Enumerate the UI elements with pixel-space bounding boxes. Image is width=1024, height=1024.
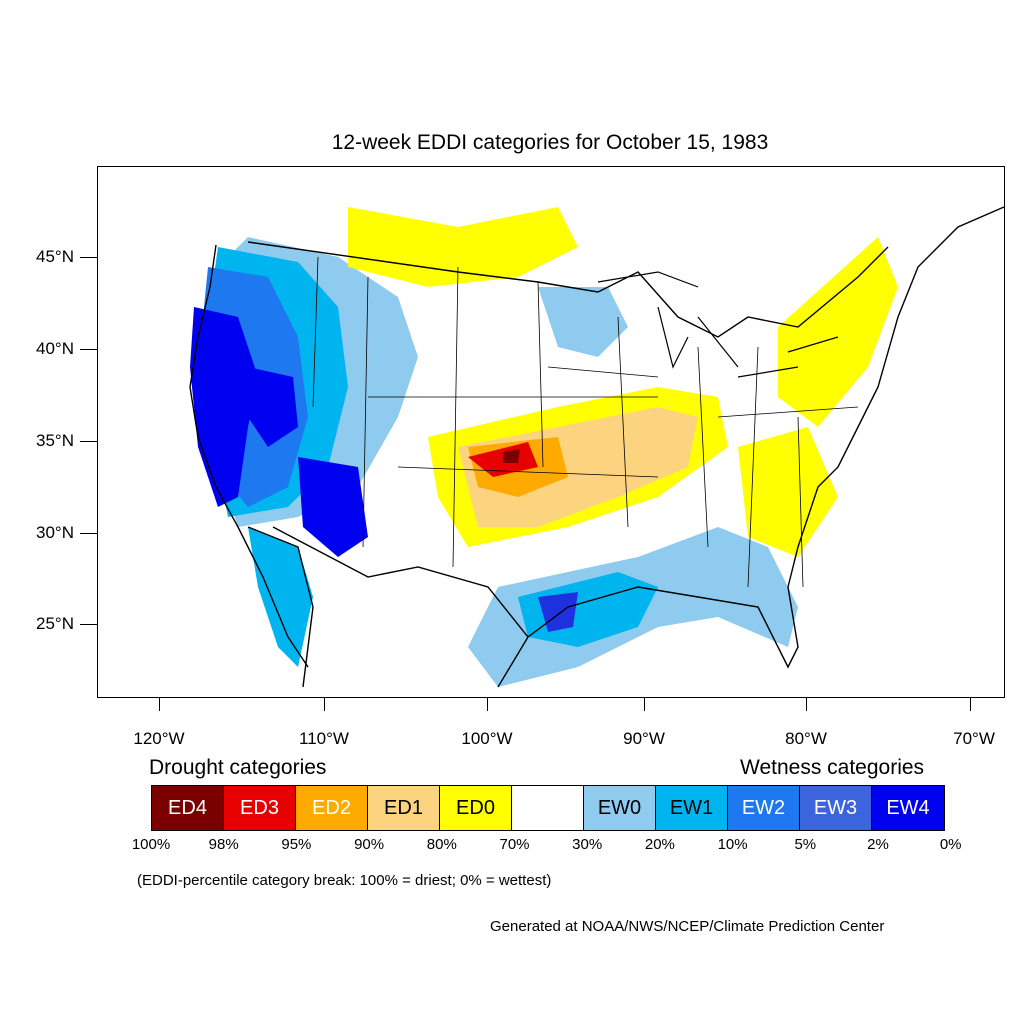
- legend-box-ew4: EW4: [872, 786, 944, 830]
- lon-tick-70: [970, 697, 971, 711]
- percentile-label: 70%: [499, 836, 530, 853]
- legend-box-ew0: EW0: [584, 786, 656, 830]
- percentile-label: 2%: [867, 836, 889, 853]
- lat-tick-40: [80, 349, 97, 350]
- map-region-ew4-nevada: [248, 367, 298, 447]
- lon-label-110: 110°W: [299, 729, 349, 748]
- eddi-map: [97, 166, 1005, 698]
- percentile-label: 30%: [572, 836, 603, 853]
- percentile-label: 10%: [717, 836, 748, 853]
- lon-tick-110: [324, 697, 325, 711]
- state-borders: [312, 256, 859, 588]
- legend-box-ed3: ED3: [224, 786, 296, 830]
- legend-box-ew2: EW2: [728, 786, 800, 830]
- percentile-label: 20%: [644, 836, 675, 853]
- percentile-label: 0%: [939, 836, 962, 853]
- lat-tick-30: [80, 533, 97, 534]
- legend-box-ew1: EW1: [656, 786, 728, 830]
- map-region-ew1-baja: [248, 527, 313, 667]
- lat-tick-45: [80, 257, 97, 258]
- lon-tick-80: [806, 697, 807, 711]
- lon-label-90: 90°W: [623, 729, 665, 748]
- eddi-map-canvas: [189, 206, 1004, 688]
- lon-label-80: 80°W: [785, 729, 827, 748]
- great-lakes: [597, 271, 839, 378]
- legend-box-ew3: EW3: [800, 786, 872, 830]
- percentile-label: 98%: [208, 836, 239, 853]
- coastline: [189, 206, 1004, 688]
- credit-line: Generated at NOAA/NWS/NCEP/Climate Predi…: [490, 918, 885, 935]
- map-region-ew4-arizona: [298, 457, 368, 557]
- legend-box-ed2: ED2: [296, 786, 368, 830]
- lat-label-45: 45°N: [36, 247, 74, 266]
- map-region-ew4-california: [190, 307, 258, 507]
- map-region-ed4-kansas: [503, 449, 520, 463]
- lat-label-35: 35°N: [36, 431, 74, 450]
- percentile-label: 95%: [281, 836, 312, 853]
- category-note: (EDDI-percentile category break: 100% = …: [137, 872, 552, 889]
- lon-tick-120: [159, 697, 160, 711]
- map-region-ed0-northeast: [778, 237, 898, 427]
- lat-tick-25: [80, 624, 97, 625]
- legend-box-ed4: ED4: [152, 786, 224, 830]
- map-region-ed0-north: [348, 207, 578, 287]
- category-legend: ED4 ED3 ED2 ED1 ED0 EW0 EW1 EW2 EW3 EW4: [151, 785, 945, 831]
- lat-tick-35: [80, 441, 97, 442]
- legend-box-neutral: [512, 786, 584, 830]
- wetness-heading: Wetness categories: [740, 756, 925, 779]
- percentile-label: 80%: [426, 836, 457, 853]
- drought-heading: Drought categories: [149, 756, 327, 779]
- lon-tick-90: [644, 697, 645, 711]
- lat-label-40: 40°N: [36, 339, 74, 358]
- lon-tick-100: [487, 697, 488, 711]
- us-border: [247, 241, 889, 638]
- map-region-ed0-southeast: [738, 427, 838, 557]
- legend-box-ed0: ED0: [440, 786, 512, 830]
- percentile-label: 100%: [131, 836, 171, 853]
- map-title: 12-week EDDI categories for October 15, …: [331, 131, 769, 154]
- lat-label-25: 25°N: [36, 614, 74, 633]
- lat-label-30: 30°N: [36, 523, 74, 542]
- percentile-label: 5%: [794, 836, 817, 853]
- legend-box-ed1: ED1: [368, 786, 440, 830]
- lon-label-100: 100°W: [461, 729, 513, 748]
- lon-label-70: 70°W: [953, 729, 995, 748]
- lon-label-120: 120°W: [133, 729, 185, 748]
- map-region-ew0-upper-midwest: [538, 287, 628, 357]
- percentile-label: 90%: [354, 836, 385, 853]
